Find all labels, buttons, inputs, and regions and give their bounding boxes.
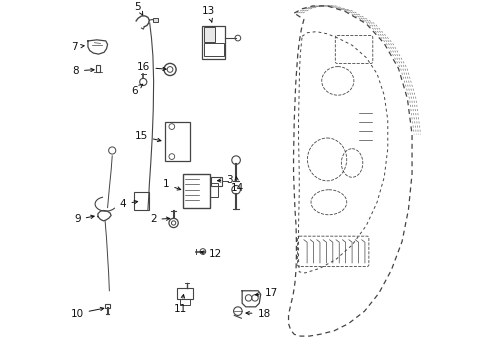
Bar <box>202 26 225 59</box>
Text: 15: 15 <box>135 131 161 141</box>
Text: 13: 13 <box>202 6 215 22</box>
Text: 11: 11 <box>174 294 187 314</box>
Bar <box>204 27 215 42</box>
Text: 5: 5 <box>135 2 143 15</box>
Bar <box>105 304 110 308</box>
Text: 16: 16 <box>137 62 166 72</box>
Text: 2: 2 <box>150 215 170 224</box>
Bar <box>211 177 222 186</box>
Text: 17: 17 <box>255 288 278 298</box>
Text: 12: 12 <box>200 249 222 259</box>
Bar <box>96 65 100 72</box>
Text: 10: 10 <box>71 307 104 319</box>
Text: 9: 9 <box>74 215 94 224</box>
Text: 3: 3 <box>218 175 233 185</box>
Bar <box>180 299 190 305</box>
Text: 7: 7 <box>72 42 84 52</box>
Bar <box>134 192 148 210</box>
Text: 18: 18 <box>246 309 271 319</box>
Bar <box>165 122 190 161</box>
Text: 1: 1 <box>163 179 181 190</box>
Text: 8: 8 <box>73 66 94 76</box>
Bar <box>183 174 210 208</box>
Text: 4: 4 <box>120 199 138 209</box>
Bar <box>177 288 193 299</box>
Text: 14: 14 <box>230 177 244 193</box>
Bar <box>152 18 158 22</box>
Text: 6: 6 <box>131 84 143 96</box>
Bar <box>204 44 223 56</box>
Bar <box>210 183 218 197</box>
